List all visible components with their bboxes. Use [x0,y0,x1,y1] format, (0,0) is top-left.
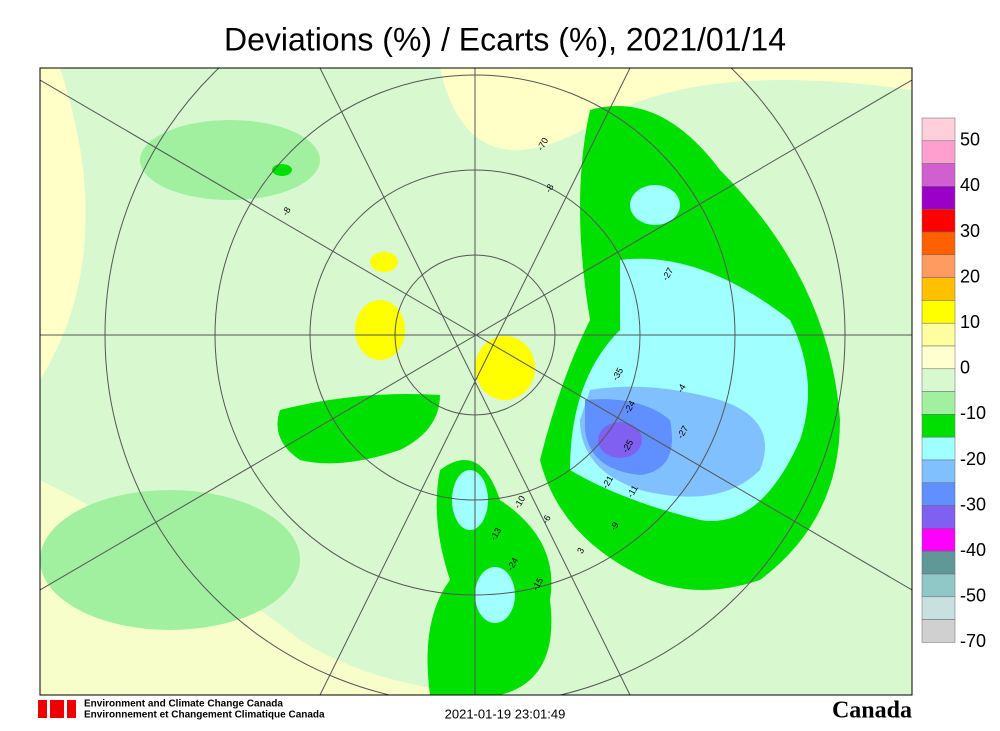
agency-en: Environment and Climate Change Canada [84,699,283,710]
legend-swatch [921,368,956,392]
legend: 50 40 30 20 10 0 -10 -20 -30 -40 -50 -70 [921,117,986,651]
map: -70-8-8-27-35-4-24-25-27-21-11-10-6-13-2… [40,68,912,695]
station-value: -6 [540,513,553,525]
legend-swatch [921,459,956,484]
station-value: -8 [543,182,556,194]
map-frame [39,67,913,696]
legend-swatch [921,117,956,142]
legend-swatch [921,596,956,620]
legend-label: 30 [960,221,980,241]
legend-swatch [921,436,956,461]
legend-swatch [921,277,956,301]
station-value: -4 [675,382,688,394]
legend-swatch [921,550,956,575]
station-value: -8 [280,205,293,217]
station-value: 3 [575,546,586,555]
legend-label: -40 [960,540,986,560]
legend-label: -30 [960,494,986,514]
legend-label: -20 [960,449,986,469]
title: Deviations (%) / Ecarts (%), 2021/01/14 [224,21,786,57]
legend-label: 0 [960,358,970,378]
legend-swatch [921,254,956,278]
legend-label: 10 [960,312,980,332]
legend-label: -10 [960,403,986,423]
legend-swatch [921,345,956,370]
legend-label: 50 [960,130,980,150]
legend-swatch [921,208,956,233]
legend-swatch [921,573,956,598]
legend-label: -70 [960,631,986,651]
legend-label: 40 [960,175,980,195]
station-value: -9 [608,520,621,532]
legend-swatch [921,619,956,643]
legend-swatch [921,140,956,164]
legend-swatch [921,391,956,415]
wordmark: Canada [832,698,912,724]
legend-swatch [921,505,956,529]
legend-swatch [921,482,956,506]
agency-fr: Environnement et Changement Climatique C… [84,710,325,721]
legend-swatch [921,163,956,187]
legend-label: 20 [960,266,980,286]
legend-swatch [921,231,956,256]
legend-swatch [921,300,956,324]
legend-swatch [921,322,956,347]
legend-label: -50 [960,586,986,606]
timestamp: 2021-01-19 23:01:49 [445,706,566,721]
legend-swatch [921,528,956,552]
legend-swatch [921,186,956,210]
legend-swatch [921,414,956,438]
